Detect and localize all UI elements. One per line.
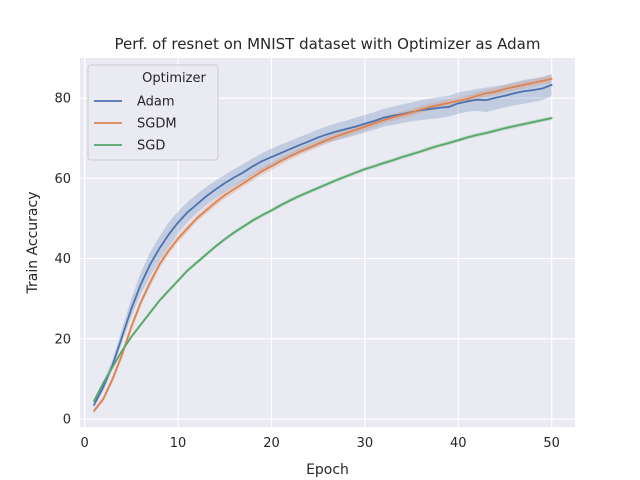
legend-entries: Adam SGDM SGD [94, 95, 177, 154]
sgdm-series-line [93, 77, 553, 412]
x-tick-label: 0 [81, 436, 89, 451]
x-axis-label: Epoch [306, 462, 349, 478]
legend-title: Optimizer [142, 71, 206, 86]
x-tick-labels: 0 10 20 30 40 50 [81, 436, 560, 451]
y-tick-label: 20 [54, 332, 71, 347]
y-tick-label: 60 [54, 172, 71, 187]
x-tick-label: 50 [543, 436, 560, 451]
y-axis-label: Train Accuracy [25, 192, 41, 295]
x-tick-label: 10 [170, 436, 187, 451]
y-tick-label: 40 [54, 252, 71, 267]
y-tick-labels: 0 20 40 60 80 [54, 92, 71, 428]
adam-confidence-band [94, 74, 552, 407]
x-tick-label: 30 [357, 436, 374, 451]
sgd-legend-label: SGD [137, 139, 165, 154]
y-tick-label: 80 [54, 92, 71, 107]
x-tick-label: 40 [450, 436, 467, 451]
x-tick-label: 20 [263, 436, 280, 451]
sgdm-legend-label: SGDM [137, 117, 177, 132]
adam-legend-label: Adam [137, 95, 175, 110]
chart-title: Perf. of resnet on MNIST dataset with Op… [115, 35, 541, 53]
legend-box [87, 64, 219, 161]
adam-series-line [93, 83, 553, 406]
series-lines [93, 77, 553, 412]
y-tick-label: 0 [63, 412, 71, 427]
sgd-series-line [93, 117, 553, 402]
grid-lines [80, 58, 575, 427]
legend: Optimizer Adam SGDM SGD [87, 64, 219, 161]
